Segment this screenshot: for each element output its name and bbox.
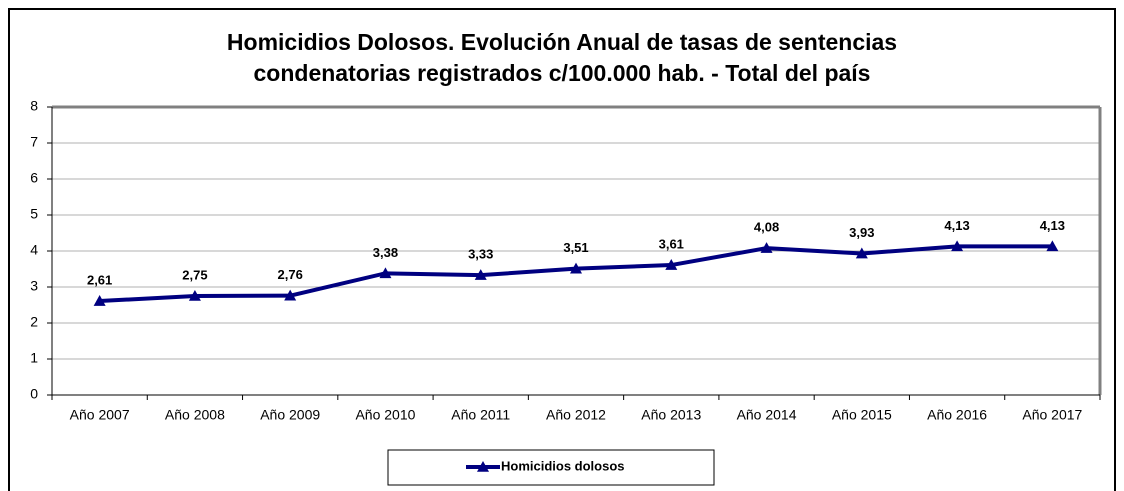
y-tick-label: 5 [30,206,38,222]
y-tick-label: 0 [30,386,38,402]
legend-box [387,449,715,486]
y-tick-label: 2 [30,314,38,330]
marker [379,267,392,279]
marker [665,259,678,270]
y-tick-label: 6 [30,170,38,186]
marker [1046,240,1059,252]
value-label: 3,33 [468,247,493,262]
value-label: 2,76 [278,267,303,282]
x-tick-label: Año 2013 [641,407,701,423]
marker [474,269,487,280]
marker [284,289,297,301]
x-tick-label: Año 2009 [260,407,320,423]
y-tick-label: 7 [30,134,38,150]
value-label: 2,61 [87,272,112,287]
marker [93,295,106,306]
x-tick-label: Año 2007 [70,407,130,423]
x-tick-label: Año 2017 [1022,407,1082,423]
value-label: 3,61 [659,236,684,251]
legend-label: Homicidios dolosos [501,458,625,473]
legend-marker [477,461,489,472]
value-label: 4,08 [754,220,779,235]
value-label: 4,13 [944,218,969,233]
x-tick-label: Año 2015 [832,407,892,423]
y-tick-label: 8 [30,98,38,114]
x-tick-label: Año 2016 [927,407,987,423]
chart-title: condenatorias registrados c/100.000 hab.… [254,60,871,86]
marker [188,290,201,301]
value-label: 4,13 [1040,218,1065,233]
x-tick-label: Año 2012 [546,407,606,423]
x-tick-label: Año 2008 [165,407,225,423]
value-label: 3,38 [373,245,398,260]
marker [855,247,868,259]
chart-title: Homicidios Dolosos. Evolución Anual de t… [227,29,897,55]
marker [951,240,964,252]
y-tick-label: 1 [30,350,38,366]
x-tick-label: Año 2011 [451,407,510,423]
marker [570,262,582,274]
value-label: 3,93 [849,225,874,240]
x-tick-label: Año 2010 [355,407,415,423]
y-tick-label: 3 [30,278,38,294]
value-label: 3,51 [563,240,588,255]
marker [760,242,773,253]
y-tick-label: 4 [30,242,38,258]
x-tick-label: Año 2014 [737,407,797,423]
value-label: 2,75 [182,267,207,282]
